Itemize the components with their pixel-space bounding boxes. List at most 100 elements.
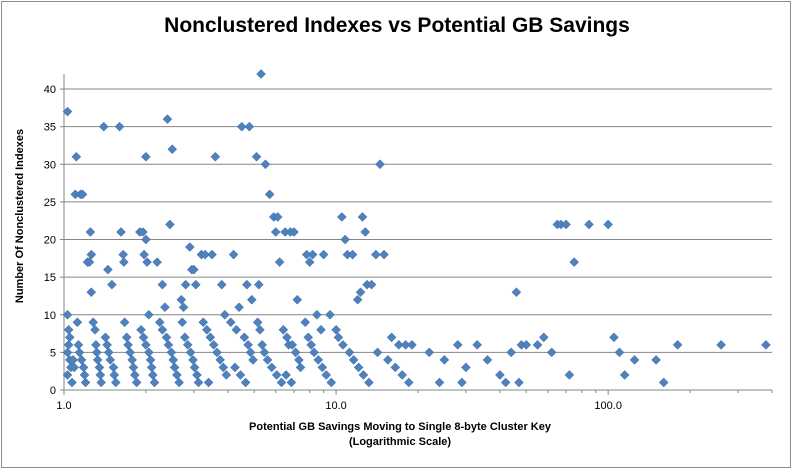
data-point <box>145 355 156 365</box>
data-point <box>262 355 273 365</box>
x-axis-label-line1: Potential GB Savings Moving to Single 8-… <box>249 421 551 433</box>
data-point <box>123 340 133 350</box>
data-point <box>364 377 374 388</box>
data-point <box>264 189 275 200</box>
data-point <box>244 121 255 132</box>
y-tick-label: 30 <box>44 159 56 171</box>
data-point <box>538 332 549 343</box>
data-point <box>127 355 137 365</box>
y-tick-label: 20 <box>44 235 56 247</box>
data-point <box>236 121 247 132</box>
data-point <box>352 294 363 305</box>
data-point <box>344 347 355 358</box>
data-point <box>79 370 90 380</box>
data-point <box>103 264 113 275</box>
data-point <box>245 347 256 358</box>
data-point <box>136 324 146 335</box>
data-point <box>84 257 95 267</box>
data-point <box>90 324 100 335</box>
data-point <box>318 249 329 260</box>
data-point <box>154 317 165 328</box>
data-point <box>242 279 252 290</box>
data-point <box>163 340 174 350</box>
data-point <box>246 294 257 305</box>
data-point <box>276 377 287 388</box>
data-point <box>251 151 262 162</box>
data-point <box>360 227 371 237</box>
data-point <box>184 242 195 252</box>
data-point <box>157 279 168 290</box>
data-point <box>162 114 173 124</box>
data-point <box>452 340 463 350</box>
data-point <box>139 249 149 260</box>
data-point <box>225 317 236 328</box>
data-point <box>252 317 263 328</box>
data-point <box>119 257 129 267</box>
data-point <box>167 144 178 155</box>
data-point <box>325 309 335 320</box>
data-point <box>316 324 326 335</box>
data-point <box>290 347 301 358</box>
x-axis-label: Potential GB Savings Moving to Single 8-… <box>200 420 600 450</box>
data-point <box>375 159 385 170</box>
data-point <box>142 257 152 267</box>
data-point <box>69 362 80 373</box>
data-point <box>210 151 221 162</box>
data-point <box>286 377 297 388</box>
data-point <box>218 362 229 373</box>
data-point <box>400 340 411 350</box>
data-point <box>506 347 517 358</box>
data-point <box>231 324 242 335</box>
data-point <box>169 362 180 373</box>
data-point <box>177 317 188 328</box>
data-point <box>716 340 726 350</box>
data-point <box>300 317 311 328</box>
data-point <box>331 324 341 335</box>
data-point <box>63 340 74 350</box>
data-point <box>91 347 102 358</box>
data-point <box>188 264 199 275</box>
data-point <box>619 370 630 380</box>
data-point <box>85 227 96 237</box>
data-point <box>174 377 185 388</box>
data-point <box>584 219 594 230</box>
x-tick-label: 10.0 <box>325 400 346 412</box>
data-point <box>439 355 450 365</box>
data-point <box>304 257 315 267</box>
data-point <box>205 332 216 343</box>
y-tick-label: 0 <box>50 385 56 397</box>
data-point <box>116 227 126 237</box>
data-point <box>358 370 369 380</box>
data-point <box>200 249 210 260</box>
data-point <box>569 257 580 267</box>
data-point <box>472 340 483 350</box>
data-point <box>146 362 157 373</box>
data-point <box>62 370 73 380</box>
data-point <box>165 219 175 230</box>
data-point <box>121 332 132 343</box>
data-point <box>347 249 358 260</box>
data-point <box>333 332 344 343</box>
data-point <box>272 212 283 222</box>
data-point <box>67 377 77 388</box>
data-point <box>208 340 219 350</box>
data-point <box>240 377 251 388</box>
data-point <box>340 234 351 245</box>
data-point <box>95 370 106 380</box>
data-point <box>532 340 543 350</box>
data-point <box>78 362 89 373</box>
data-point <box>92 355 103 365</box>
data-point <box>348 355 359 365</box>
data-point <box>77 189 88 200</box>
data-point <box>86 287 97 298</box>
data-point <box>138 332 149 343</box>
data-point <box>271 370 282 380</box>
data-point <box>216 279 227 290</box>
y-tick-label: 10 <box>44 310 56 322</box>
data-point <box>74 347 85 358</box>
data-point <box>307 249 318 260</box>
data-point <box>370 249 381 260</box>
data-point <box>192 370 202 380</box>
data-point <box>255 324 265 335</box>
data-point <box>321 370 332 380</box>
